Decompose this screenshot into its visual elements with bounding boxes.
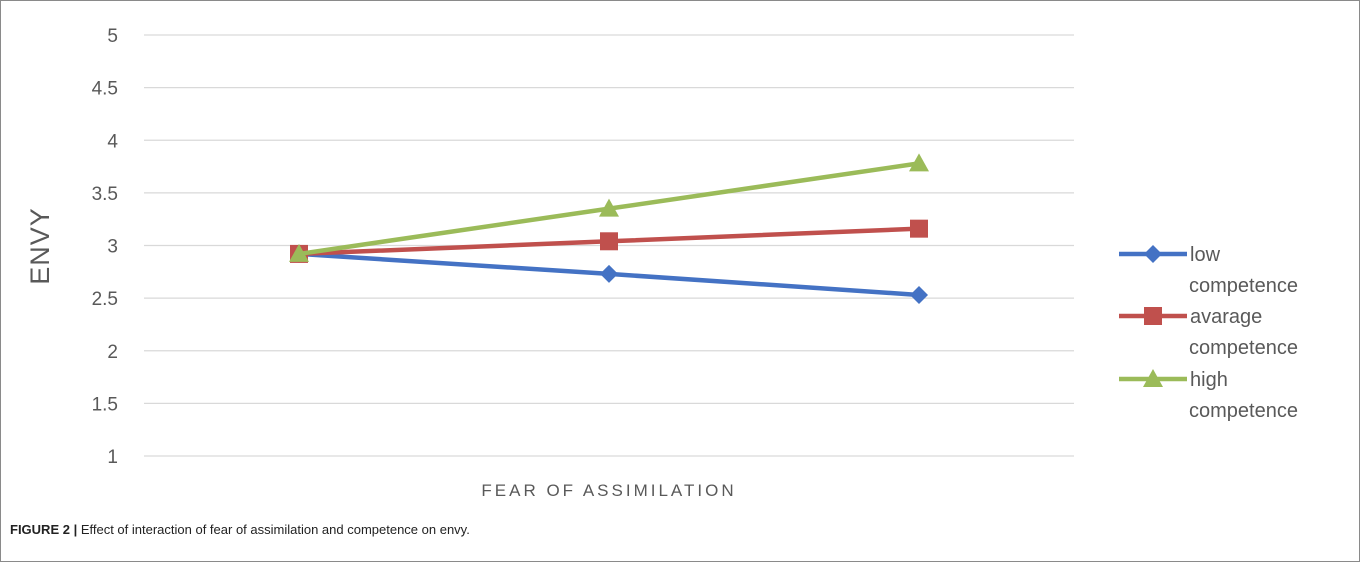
y-tick-label: 2 bbox=[107, 342, 118, 363]
legend-label: competence bbox=[1189, 337, 1298, 359]
figure-label: FIGURE 2 | bbox=[10, 522, 78, 537]
legend-label: competence bbox=[1189, 275, 1298, 297]
y-tick-label: 3.5 bbox=[92, 184, 118, 205]
legend-marker bbox=[1143, 369, 1163, 387]
data-point-marker bbox=[600, 264, 618, 283]
y-tick-label: 2.5 bbox=[92, 289, 118, 310]
y-tick-label: 1.5 bbox=[92, 394, 118, 415]
data-point-marker bbox=[600, 232, 618, 251]
legend-entry: avarage competence bbox=[1119, 306, 1298, 359]
data-point-marker bbox=[909, 153, 929, 172]
caption-text: Effect of interaction of fear of assimil… bbox=[77, 522, 470, 537]
legend-label: low bbox=[1190, 244, 1221, 266]
series-2 bbox=[289, 153, 929, 262]
y-tick-label: 4.5 bbox=[92, 79, 118, 100]
series-0 bbox=[290, 244, 928, 304]
legend-entry: low competence bbox=[1119, 244, 1298, 297]
data-point-marker bbox=[910, 285, 928, 304]
series-group bbox=[289, 153, 929, 304]
figure-caption: FIGURE 2 | Effect of interaction of fear… bbox=[10, 522, 470, 537]
y-tick-label: 4 bbox=[107, 131, 118, 152]
legend-marker bbox=[1144, 245, 1162, 263]
y-tick-label: 5 bbox=[107, 26, 118, 47]
x-axis-title: FEAR OF ASSIMILATION bbox=[481, 481, 736, 500]
legend: low competence avarage competence high compet… bbox=[1119, 244, 1298, 422]
legend-marker bbox=[1144, 307, 1162, 325]
y-tick-label: 1 bbox=[107, 447, 118, 468]
legend-entry: high competence bbox=[1119, 369, 1298, 422]
y-axis-title: ENVY bbox=[25, 207, 55, 285]
legend-label: competence bbox=[1189, 400, 1298, 422]
y-tick-labels: 1 1.5 2 2.5 3 3.5 4 4.5 5 bbox=[92, 26, 119, 468]
data-point-marker bbox=[599, 198, 619, 217]
y-tick-label: 3 bbox=[107, 237, 118, 258]
legend-label: avarage bbox=[1190, 306, 1262, 328]
data-point-marker bbox=[910, 219, 928, 238]
data-point-marker bbox=[289, 243, 309, 262]
legend-label: high bbox=[1190, 369, 1228, 391]
line-chart: 1 1.5 2 2.5 3 3.5 4 4.5 5 ENVY FEAR OF ASSIMILAT… bbox=[25, 26, 1298, 500]
